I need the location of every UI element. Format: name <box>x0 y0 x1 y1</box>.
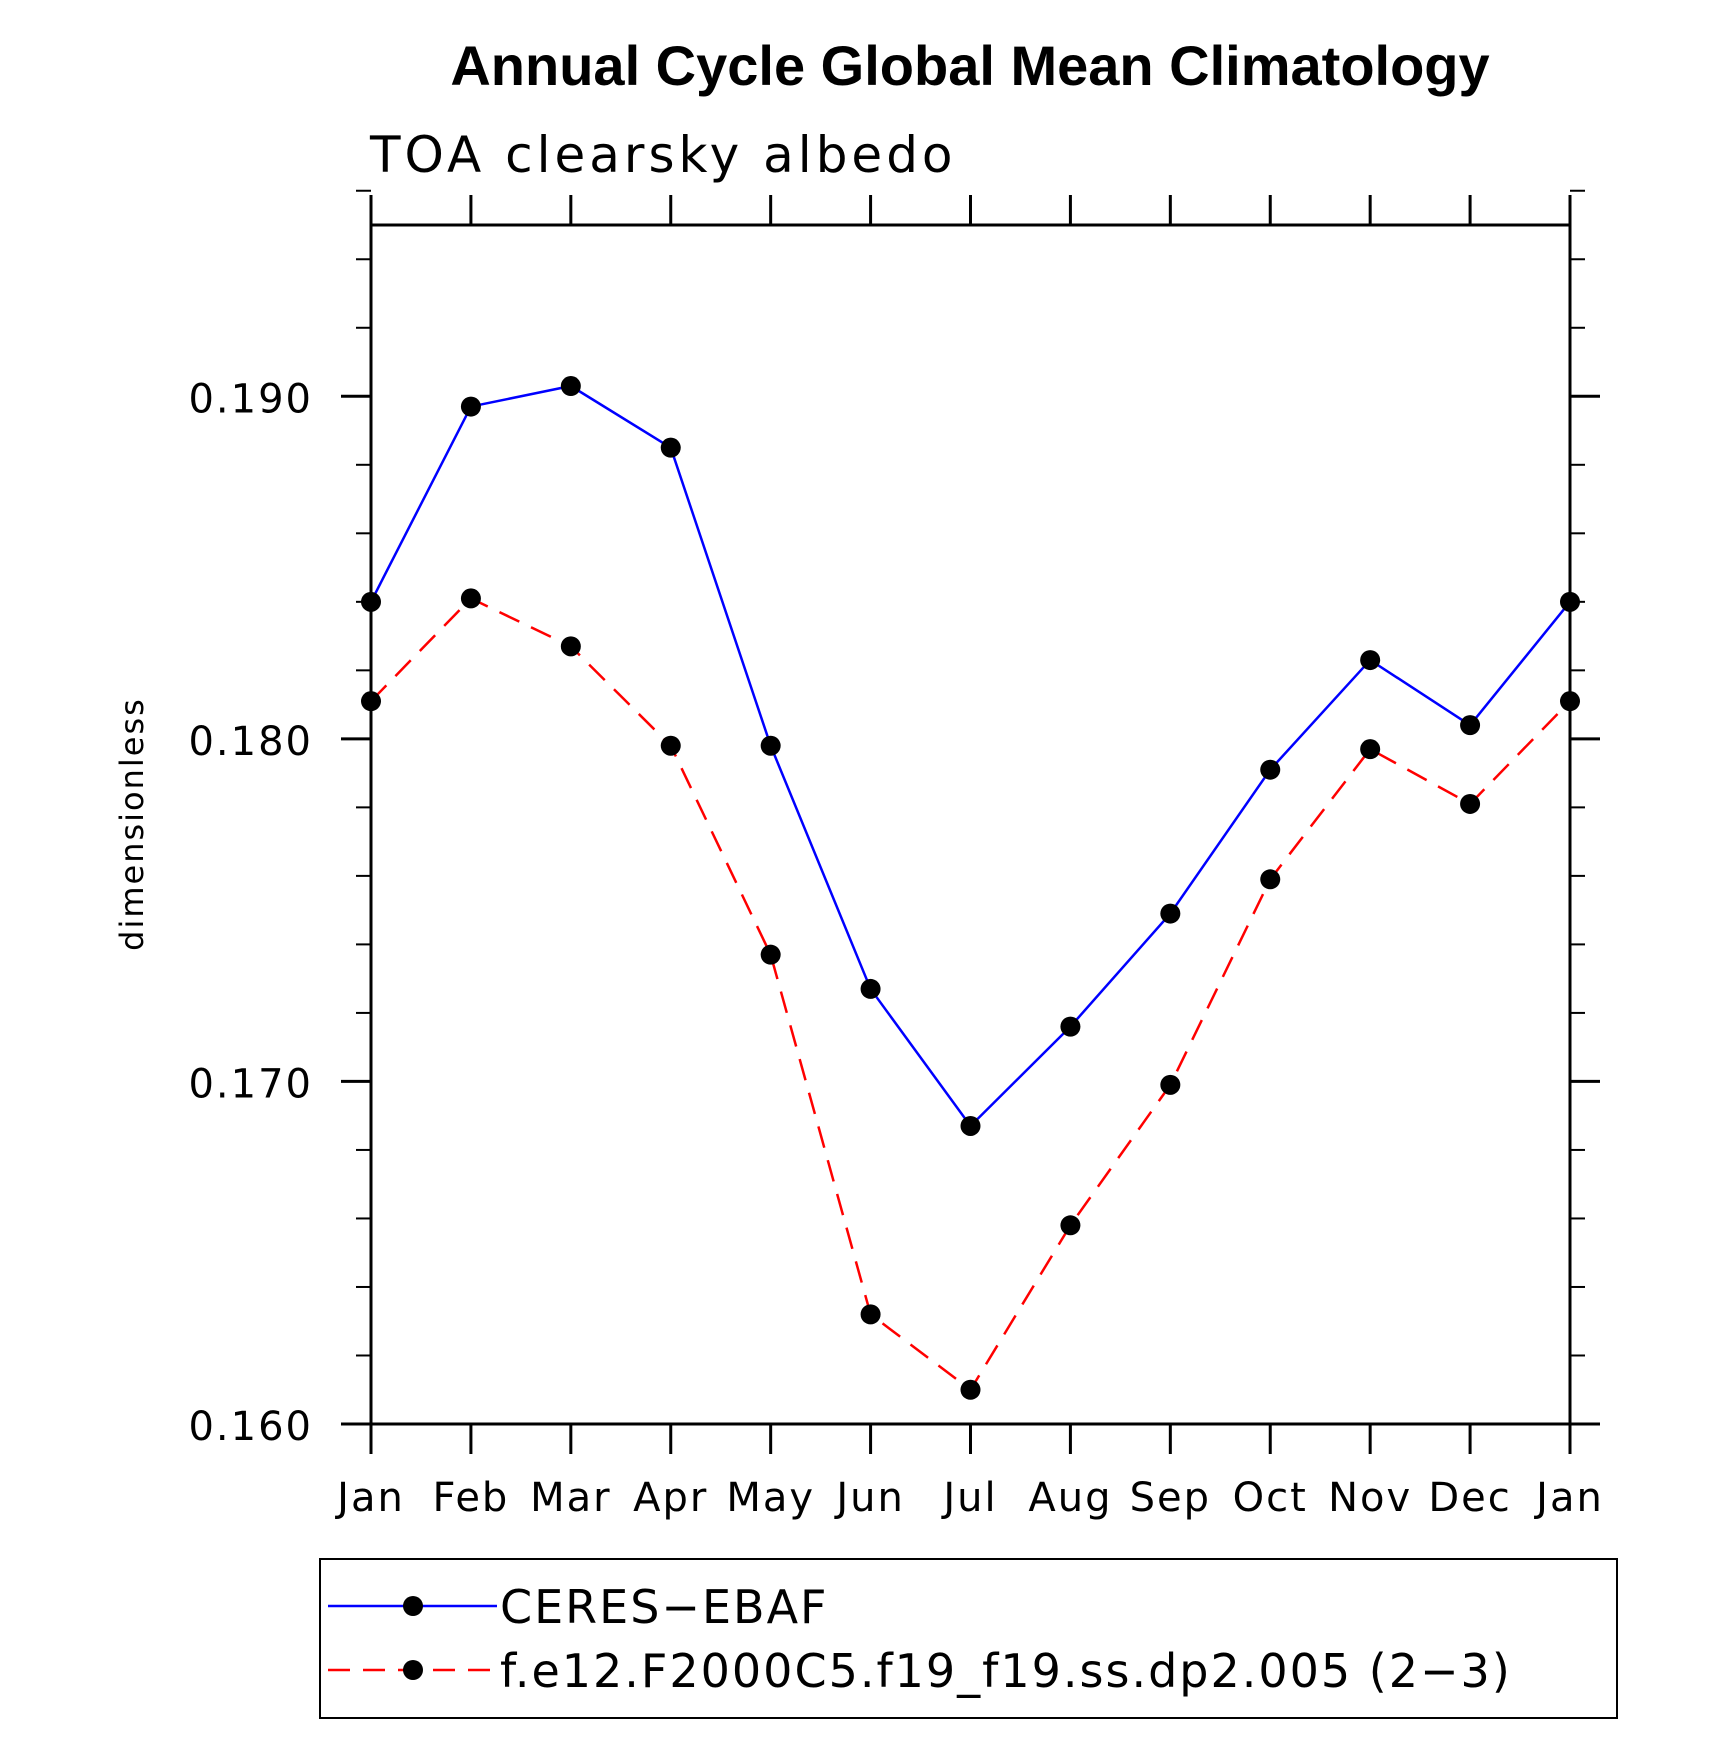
y-tick-label: 0.190 <box>188 376 313 422</box>
chart-title: Annual Cycle Global Mean Climatology <box>450 34 1489 97</box>
series-2-point <box>660 735 681 756</box>
x-tick-label: Nov <box>1328 1475 1412 1521</box>
series-1-point <box>1260 759 1281 780</box>
plot-frame <box>369 223 1572 1426</box>
series-2-point <box>1160 1074 1181 1095</box>
series-1-point <box>460 396 481 417</box>
series-1-point <box>1360 650 1381 671</box>
series-1-point <box>1560 591 1580 612</box>
series-2-point <box>860 1304 881 1325</box>
x-tick-label: Apr <box>633 1475 708 1521</box>
y-tick-label: 0.180 <box>188 719 313 765</box>
y-axis-label: dimensionless <box>113 697 151 951</box>
series-1-point <box>1060 1016 1081 1037</box>
legend: CERES−EBAF f.e12.F2000C5.f19_f19.ss.dp2.0… <box>319 1558 1618 1719</box>
series-line-2 <box>370 596 1571 1392</box>
x-tick-label: Aug <box>1028 1475 1112 1521</box>
x-tick-label: Jun <box>833 1475 905 1521</box>
series-2-point <box>361 691 381 712</box>
x-tick-label: Jan <box>1533 1475 1604 1521</box>
series-1-point <box>361 591 381 612</box>
series-layer <box>361 376 1580 1400</box>
y-tick-label: 0.160 <box>188 1404 313 1450</box>
x-tick-label: Dec <box>1428 1475 1511 1521</box>
x-tick-label: Sep <box>1130 1475 1211 1521</box>
series-2-point <box>560 636 581 657</box>
series-2-point <box>1060 1215 1081 1236</box>
series-1-point <box>760 735 781 756</box>
legend-label-2: f.e12.F2000C5.f19_f19.ss.dp2.005 (2−3) <box>500 1644 1512 1698</box>
series-2-point <box>960 1379 981 1400</box>
series-1-point <box>660 437 681 458</box>
legend-marker-2 <box>403 1660 423 1680</box>
series-2-point <box>760 944 781 965</box>
x-tick-label: May <box>726 1475 815 1521</box>
series-2-point <box>1560 691 1580 712</box>
legend-marker-1 <box>403 1596 423 1616</box>
x-tick-label: Mar <box>530 1475 611 1521</box>
series-2-point <box>1460 793 1481 814</box>
series-1-point <box>560 376 581 397</box>
series-2-point <box>1360 739 1381 760</box>
x-tick-label: Jul <box>940 1475 997 1521</box>
series-1-point <box>1160 903 1181 924</box>
series-line-1 <box>369 384 1571 1128</box>
x-tick-label: Feb <box>433 1475 510 1521</box>
x-tick-label: Jan <box>334 1475 405 1521</box>
axes: Jan Feb Mar Apr May Jun Jul Aug Sep Oct Nov Dec Jan 0… <box>188 189 1604 1521</box>
series-1-point <box>1460 715 1481 736</box>
legend-label-1: CERES−EBAF <box>500 1580 829 1634</box>
series-2-point <box>1260 869 1281 890</box>
legend-box <box>319 1558 1618 1719</box>
series-2-point <box>460 588 481 609</box>
x-tick-label: Oct <box>1233 1475 1308 1521</box>
chart-subtitle: TOA clearsky albedo <box>369 126 957 184</box>
series-1-point <box>860 978 881 999</box>
y-tick-label: 0.170 <box>188 1061 313 1107</box>
series-1-point <box>960 1115 981 1136</box>
